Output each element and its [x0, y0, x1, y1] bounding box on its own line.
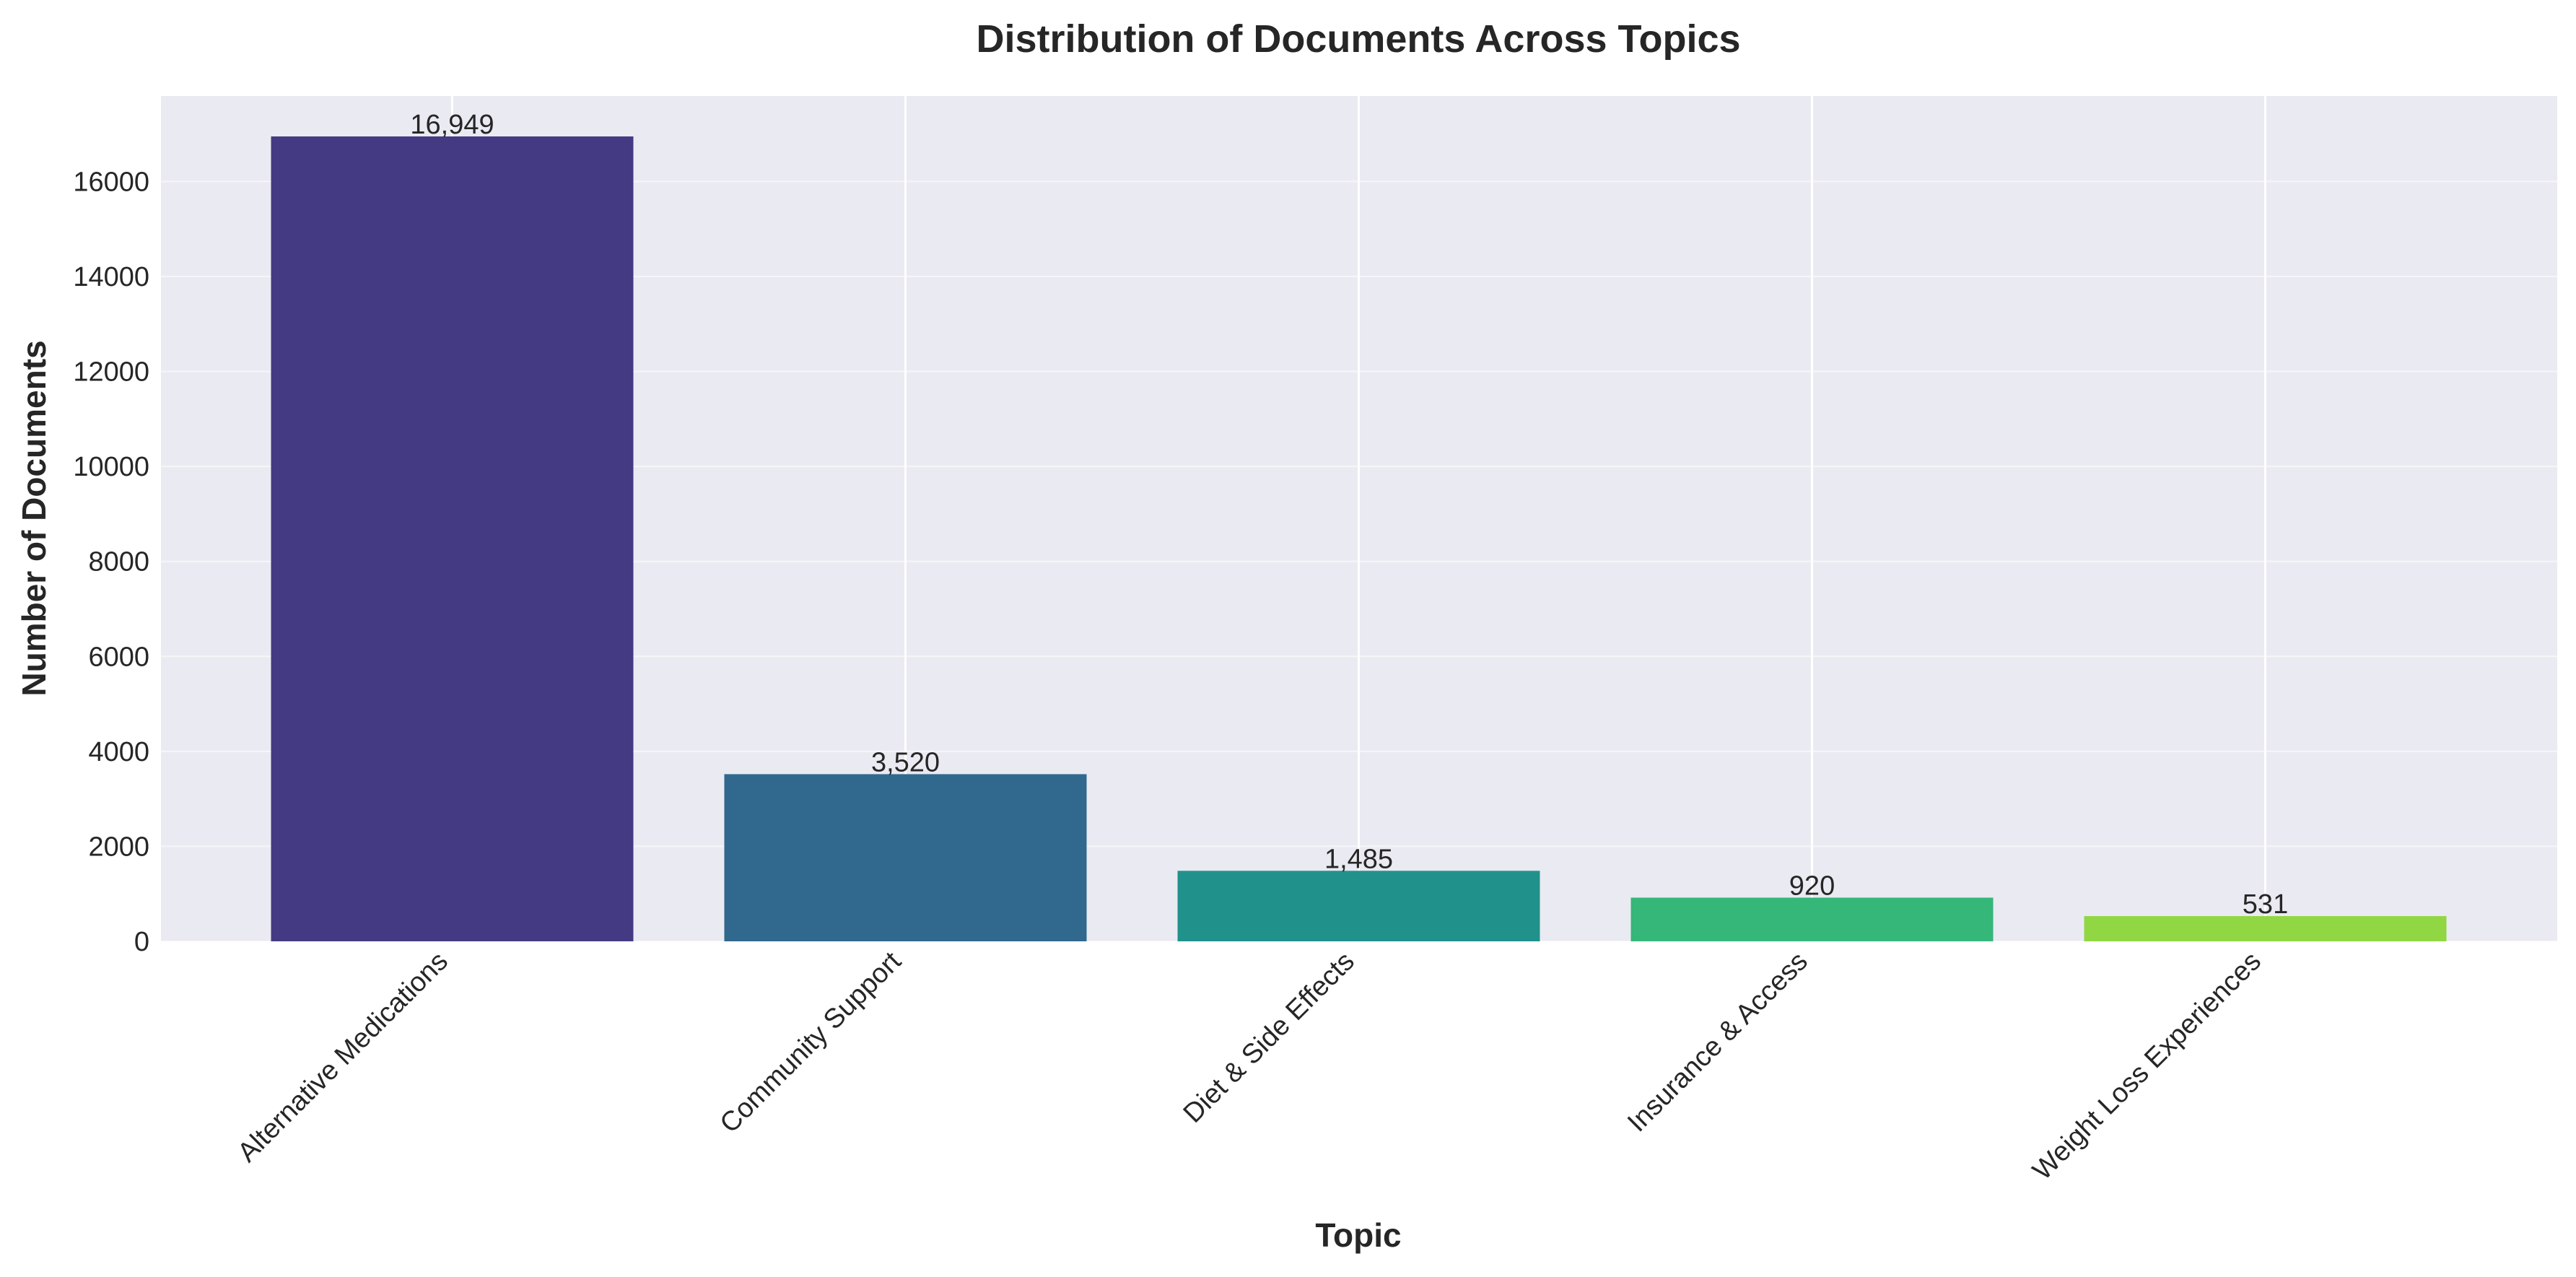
y-tick-label: 2000 — [88, 832, 149, 862]
bar-value-label: 16,949 — [410, 110, 494, 140]
x-tick-label: Diet & Side Effects — [1178, 946, 1361, 1129]
y-tick-label: 4000 — [88, 737, 149, 767]
bar-value-label: 531 — [2243, 889, 2288, 920]
x-tick-label: Weight Loss Experiences — [2027, 946, 2266, 1186]
bar — [724, 774, 1087, 941]
y-tick-label: 6000 — [88, 642, 149, 672]
y-tick-label: 14000 — [73, 262, 149, 292]
x-tick-label: Alternative Medications — [232, 946, 453, 1168]
bar-value-label: 1,485 — [1324, 844, 1393, 874]
bars — [271, 136, 2447, 941]
bar — [1177, 871, 1540, 941]
y-tick-label: 10000 — [73, 452, 149, 482]
y-tick-label: 0 — [134, 927, 149, 957]
bar-value-label: 3,520 — [871, 747, 940, 777]
bar — [1630, 897, 1994, 941]
bar — [271, 136, 634, 941]
x-axis-ticks: Alternative Medications Community Support… — [232, 946, 2266, 1186]
x-tick-label: Insurance & Access — [1622, 946, 1814, 1138]
data-labels: 16,949 3,520 1,485 920 531 — [410, 110, 2288, 920]
y-tick-label: 8000 — [88, 547, 149, 578]
bar-value-label: 920 — [1789, 871, 1835, 901]
bar — [2084, 916, 2447, 941]
y-tick-label: 16000 — [73, 167, 149, 197]
x-tick-label: Community Support — [715, 946, 907, 1138]
y-axis-label: Number of Documents — [15, 340, 53, 696]
x-axis-label: Topic — [1315, 1216, 1401, 1254]
y-axis-ticks: 0 2000 4000 6000 8000 10000 12000 14000 16000 — [73, 167, 149, 957]
y-tick-label: 12000 — [73, 357, 149, 388]
chart-title: Distribution of Documents Across Topics — [976, 17, 1740, 61]
